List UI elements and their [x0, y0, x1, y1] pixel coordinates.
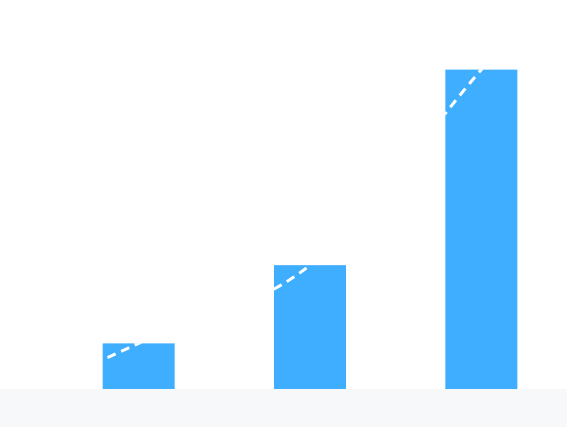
bars-layer — [102, 69, 518, 389]
baseline-band — [0, 389, 567, 427]
bar-3 — [445, 69, 518, 389]
bar-2 — [274, 265, 346, 389]
bar-1 — [102, 343, 175, 389]
